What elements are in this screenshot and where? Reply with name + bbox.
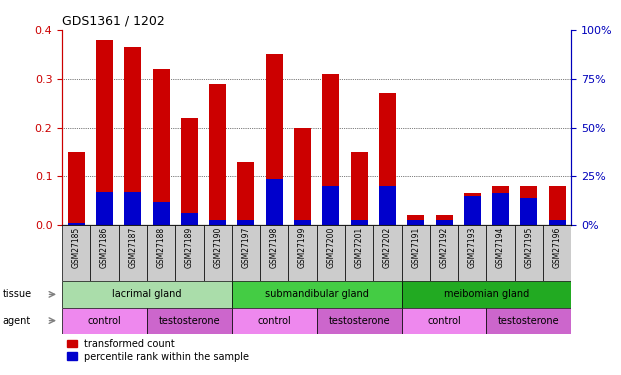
- Bar: [407, 220, 424, 225]
- Bar: [91, 225, 119, 281]
- Text: GSM27198: GSM27198: [270, 226, 279, 268]
- Bar: [294, 220, 311, 225]
- Text: GSM27188: GSM27188: [156, 226, 166, 268]
- Bar: [549, 220, 566, 225]
- Bar: [119, 225, 147, 281]
- Bar: [96, 40, 113, 225]
- Text: testosterone: testosterone: [498, 316, 560, 326]
- Bar: [294, 128, 311, 225]
- Text: GSM27199: GSM27199: [298, 226, 307, 268]
- Text: testosterone: testosterone: [329, 316, 390, 326]
- Text: GSM27197: GSM27197: [242, 226, 250, 268]
- Bar: [232, 281, 402, 308]
- Bar: [464, 194, 481, 225]
- Bar: [209, 220, 226, 225]
- Bar: [351, 220, 368, 225]
- Bar: [266, 54, 283, 225]
- Bar: [96, 192, 113, 225]
- Bar: [68, 223, 84, 225]
- Bar: [520, 198, 537, 225]
- Bar: [175, 225, 204, 281]
- Text: GSM27200: GSM27200: [327, 226, 335, 268]
- Bar: [402, 308, 486, 334]
- Bar: [232, 308, 317, 334]
- Bar: [549, 186, 566, 225]
- Text: GSM27187: GSM27187: [129, 226, 137, 268]
- Text: GSM27191: GSM27191: [411, 226, 420, 268]
- Bar: [402, 281, 571, 308]
- Bar: [68, 152, 84, 225]
- Bar: [237, 220, 255, 225]
- Bar: [520, 186, 537, 225]
- Bar: [204, 225, 232, 281]
- Bar: [317, 225, 345, 281]
- Text: GSM27202: GSM27202: [383, 226, 392, 268]
- Bar: [373, 225, 402, 281]
- Text: GSM27186: GSM27186: [100, 226, 109, 268]
- Bar: [322, 74, 339, 225]
- Text: control: control: [257, 316, 291, 326]
- Bar: [260, 225, 288, 281]
- Bar: [153, 69, 170, 225]
- Bar: [209, 84, 226, 225]
- Text: GSM27192: GSM27192: [440, 226, 448, 268]
- Text: GSM27185: GSM27185: [72, 226, 81, 268]
- Bar: [62, 225, 91, 281]
- Text: tissue: tissue: [2, 290, 32, 299]
- Legend: transformed count, percentile rank within the sample: transformed count, percentile rank withi…: [67, 339, 250, 362]
- Bar: [237, 162, 255, 225]
- Text: agent: agent: [2, 316, 30, 326]
- Bar: [322, 186, 339, 225]
- Bar: [351, 152, 368, 225]
- Bar: [379, 186, 396, 225]
- Bar: [124, 192, 142, 225]
- Bar: [458, 225, 486, 281]
- Text: testosterone: testosterone: [158, 316, 220, 326]
- Bar: [464, 196, 481, 225]
- Bar: [379, 93, 396, 225]
- Bar: [266, 179, 283, 225]
- Bar: [402, 225, 430, 281]
- Bar: [407, 215, 424, 225]
- Bar: [430, 225, 458, 281]
- Text: GSM27196: GSM27196: [553, 226, 561, 268]
- Bar: [317, 308, 402, 334]
- Bar: [345, 225, 373, 281]
- Text: GSM27189: GSM27189: [185, 226, 194, 268]
- Text: GSM27201: GSM27201: [355, 226, 364, 268]
- Bar: [543, 225, 571, 281]
- Bar: [486, 308, 571, 334]
- Bar: [492, 186, 509, 225]
- Bar: [147, 308, 232, 334]
- Bar: [515, 225, 543, 281]
- Bar: [153, 202, 170, 225]
- Bar: [62, 308, 147, 334]
- Text: control: control: [88, 316, 122, 326]
- Bar: [288, 225, 317, 281]
- Bar: [435, 220, 453, 225]
- Text: control: control: [427, 316, 461, 326]
- Bar: [124, 47, 142, 225]
- Text: GSM27193: GSM27193: [468, 226, 477, 268]
- Bar: [181, 118, 198, 225]
- Bar: [232, 225, 260, 281]
- Bar: [181, 213, 198, 225]
- Text: GSM27190: GSM27190: [213, 226, 222, 268]
- Bar: [435, 215, 453, 225]
- Bar: [62, 281, 232, 308]
- Bar: [486, 225, 515, 281]
- Bar: [147, 225, 175, 281]
- Text: meibomian gland: meibomian gland: [444, 290, 529, 299]
- Text: GSM27195: GSM27195: [524, 226, 533, 268]
- Text: GDS1361 / 1202: GDS1361 / 1202: [62, 15, 165, 27]
- Bar: [492, 194, 509, 225]
- Text: GSM27194: GSM27194: [496, 226, 505, 268]
- Text: lacrimal gland: lacrimal gland: [112, 290, 182, 299]
- Text: submandibular gland: submandibular gland: [265, 290, 369, 299]
